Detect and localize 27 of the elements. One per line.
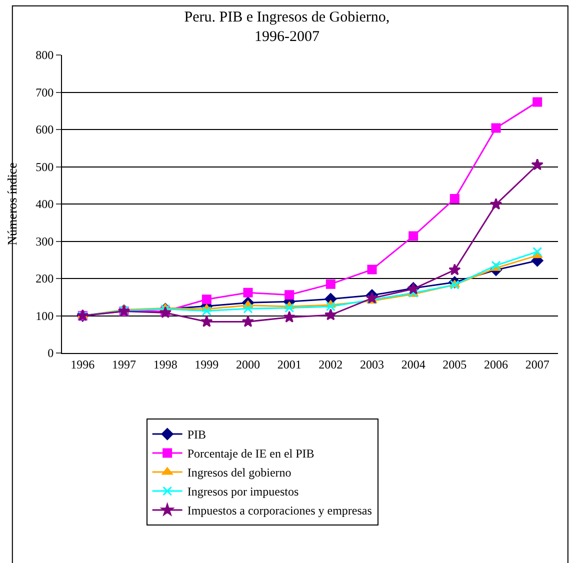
y-tick-label: 700 xyxy=(36,85,54,100)
x-tick-label: 1998 xyxy=(153,357,178,372)
y-tick-label: 200 xyxy=(36,272,54,286)
y-tick-label: 800 xyxy=(36,48,54,62)
x-tick-label: 1997 xyxy=(112,357,136,372)
y-tick-label: 100 xyxy=(36,308,54,323)
legend-label: Impuestos a corporaciones y empresas xyxy=(187,504,372,518)
chart-title: Peru. PIB e Ingresos de Gobierno, 1996-2007 xyxy=(184,9,390,45)
y-tick-label: 300 xyxy=(36,234,54,248)
x-tick-label: 1996 xyxy=(70,357,95,372)
x-tick-label: 2006 xyxy=(484,357,508,372)
legend-label: PIB xyxy=(187,428,206,442)
legend-label: Porcentaje de IE en el PIB xyxy=(187,446,314,461)
x-tick-label: 2001 xyxy=(277,357,302,372)
x-tick-label: 1999 xyxy=(194,357,219,372)
x-tick-label: 2002 xyxy=(318,357,343,372)
x-tick-label: 2007 xyxy=(525,357,550,372)
x-tick-label: 2000 xyxy=(236,357,260,372)
y-tick-label: 600 xyxy=(36,122,54,137)
legend-label: Ingresos por impuestos xyxy=(187,484,299,499)
y-tick-label: 0 xyxy=(48,346,54,360)
x-tick-label: 2005 xyxy=(442,357,467,372)
y-tick-label: 400 xyxy=(36,197,54,212)
y-tick-label: 500 xyxy=(36,160,54,174)
x-tick-label: 2003 xyxy=(360,357,384,372)
x-tick-label: 2004 xyxy=(401,357,426,372)
legend-label: Ingresos del gobierno xyxy=(187,466,292,480)
